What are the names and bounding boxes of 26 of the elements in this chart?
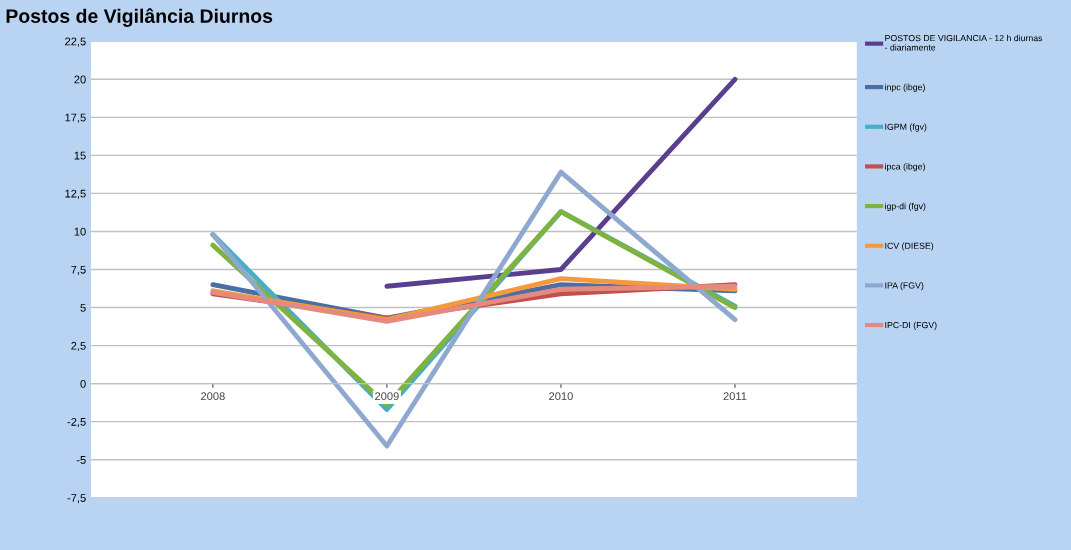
y-tick-label: 12,5 xyxy=(65,189,86,199)
x-tick-label: 2009 xyxy=(375,392,399,401)
legend-label: IPA (FGV) xyxy=(885,282,924,291)
legend-label: inpc (ibge) xyxy=(885,83,925,92)
y-tick-label: -7,5 xyxy=(67,494,86,504)
y-tick-label: 2,5 xyxy=(71,341,86,352)
y-tick-label: 5 xyxy=(80,303,86,312)
x-tick-label: 2010 xyxy=(549,392,573,401)
legend-label: IGPM (fgv) xyxy=(885,123,927,132)
y-tick-label: 0 xyxy=(80,379,86,388)
legend-label: POSTOS DE VIGILANCIA - 12 h diurnas - diariamente xyxy=(884,34,1043,51)
legend-label: ICV (DIESE) xyxy=(885,242,934,251)
y-tick-label: 22,5 xyxy=(65,37,86,47)
y-tick-label: 15 xyxy=(74,151,86,160)
y-tick-label: -5 xyxy=(76,456,86,464)
y-tick-label: 7,5 xyxy=(71,265,86,275)
y-tick-label: 17,5 xyxy=(65,113,86,123)
legend-label: IPC-DI (FGV) xyxy=(885,321,937,330)
y-tick-label: 10 xyxy=(74,227,86,236)
chart-title: Postos de Vigilância Diurnos xyxy=(6,8,273,27)
y-tick-label: 20 xyxy=(74,75,86,84)
legend-label: ipca (ibge) xyxy=(885,163,925,172)
x-tick-label: 2011 xyxy=(723,392,747,401)
y-tick-label: -2,5 xyxy=(67,417,86,428)
x-tick-label: 2008 xyxy=(201,392,225,401)
legend-label: igp-di (fgv) xyxy=(885,202,926,211)
